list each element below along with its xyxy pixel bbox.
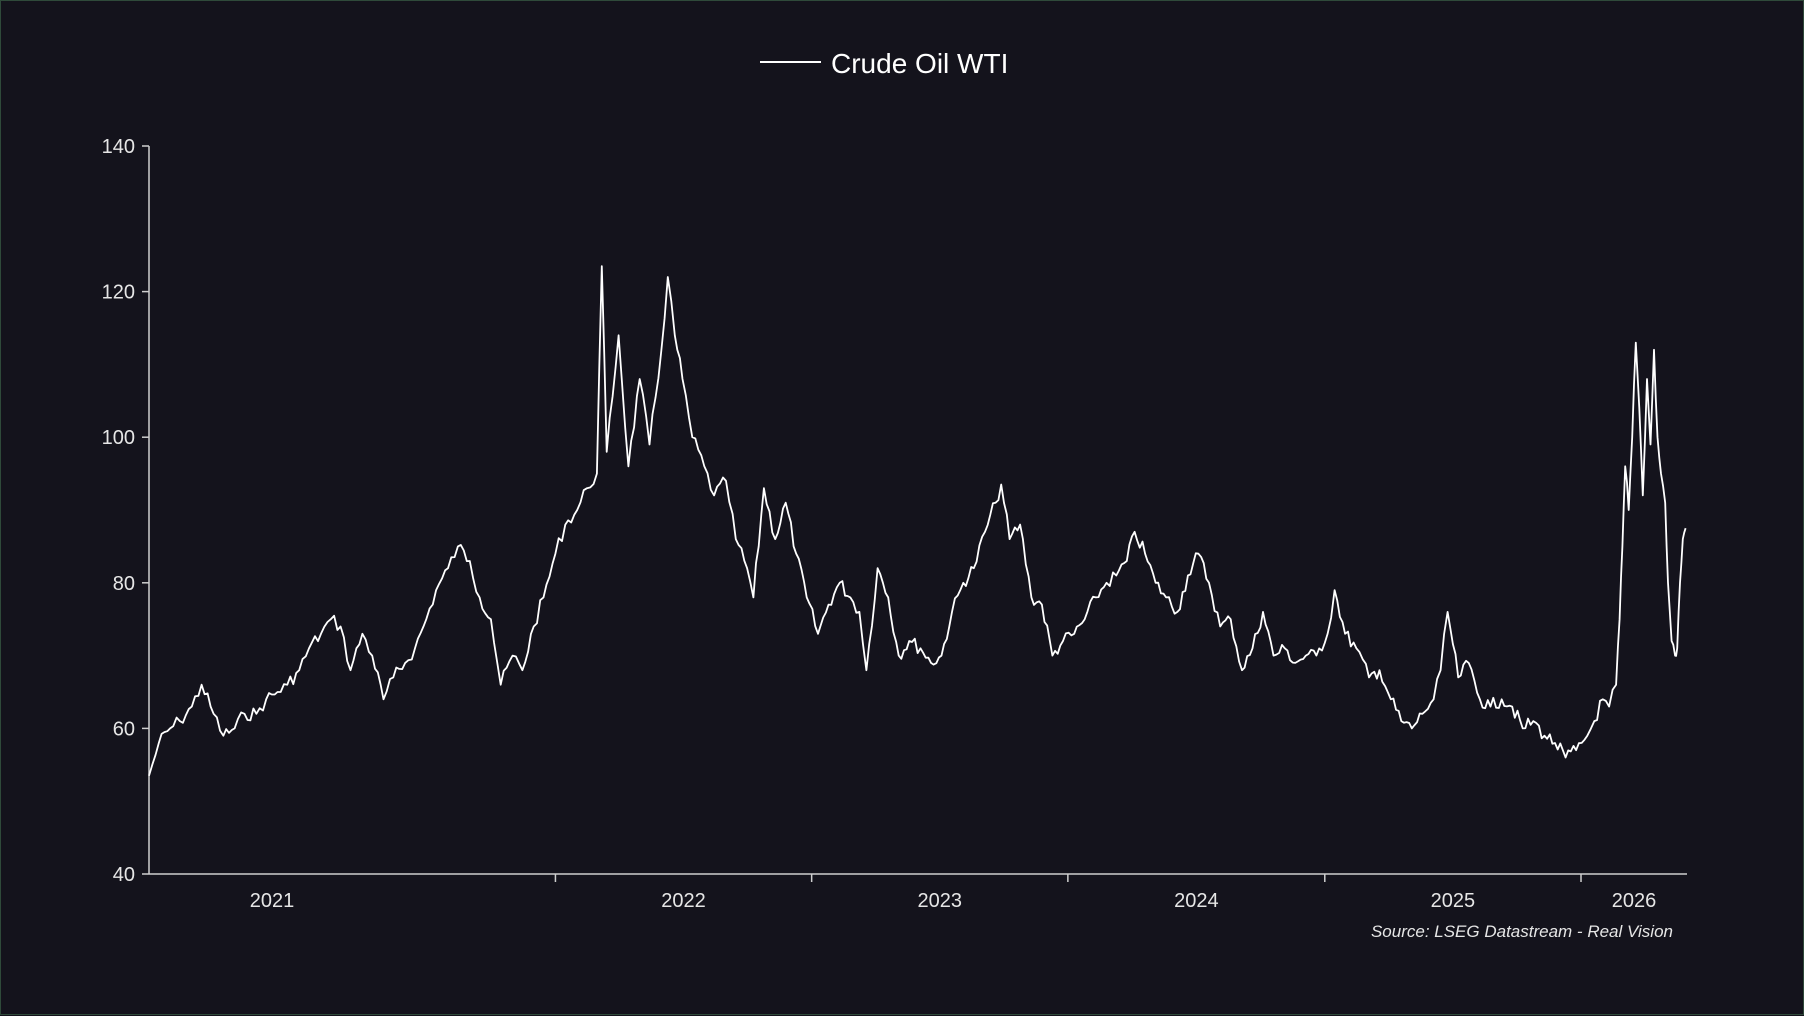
x-tick-label-2021: 2021 xyxy=(250,890,295,912)
series-line-crude-oil-wti xyxy=(148,265,1687,776)
y-tick-label: 40 xyxy=(113,864,135,886)
y-tick-label: 120 xyxy=(102,282,135,304)
legend: Crude Oil WTI xyxy=(760,48,1008,79)
x-tick-label-2025: 2025 xyxy=(1431,890,1476,912)
axes xyxy=(148,146,1687,875)
y-tick-label: 60 xyxy=(113,718,135,740)
x-tick-label-2023: 2023 xyxy=(918,890,963,912)
y-tick-label: 80 xyxy=(113,573,135,595)
y-tick-label: 140 xyxy=(102,136,135,158)
x-tick-label-2024: 2024 xyxy=(1174,890,1219,912)
x-ticks: 2021 2022 2023 2024 2025 2026 xyxy=(250,874,1657,912)
y-tick-label: 100 xyxy=(102,427,135,449)
legend-label-crude-oil-wti: Crude Oil WTI xyxy=(831,48,1008,79)
x-tick-label-2022: 2022 xyxy=(661,890,706,912)
source-note: Source: LSEG Datastream - Real Vision xyxy=(1371,922,1673,941)
x-tick-label-2026: 2026 xyxy=(1612,890,1657,912)
y-ticks: 40 60 80 100 120 140 xyxy=(102,136,149,886)
